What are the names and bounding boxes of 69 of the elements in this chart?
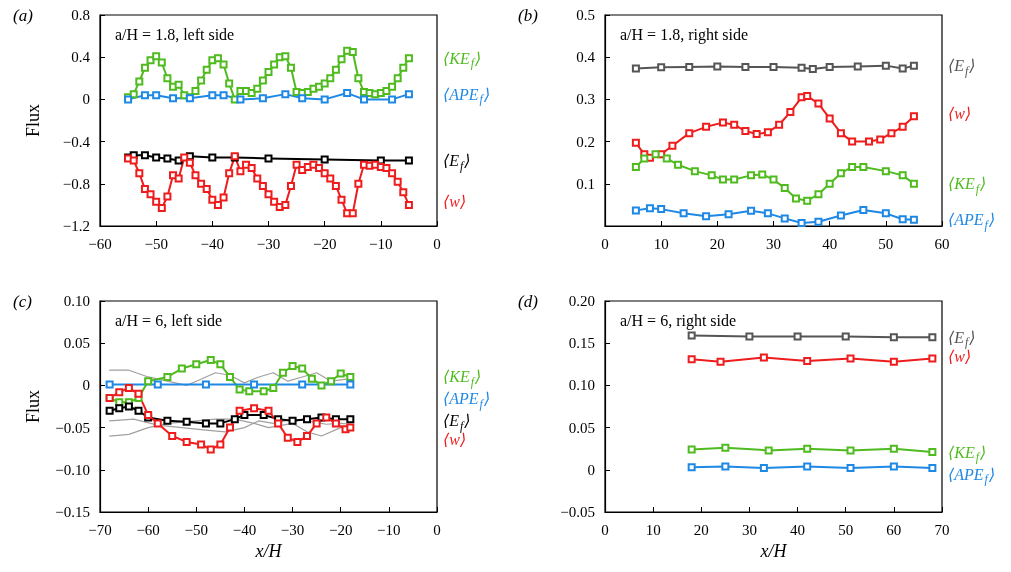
x-axis-title: x/H xyxy=(759,541,788,561)
x-tick-label: 30 xyxy=(741,521,757,538)
y-tick-label: −0.8 xyxy=(62,175,90,192)
x-tick-label: 0 xyxy=(601,235,609,252)
x-tick-label: 20 xyxy=(693,521,709,538)
text: a/H = 1.8, right side xyxy=(620,25,749,44)
x-tick-label: −70 xyxy=(88,521,112,538)
y-tick-label: 0 xyxy=(82,377,90,394)
text: ⟨w⟩ xyxy=(443,431,467,449)
y-tick-label: 0.1 xyxy=(576,175,595,192)
y-tick-label: 0.4 xyxy=(71,49,91,66)
x-tick-label: −10 xyxy=(377,521,401,538)
text: a/H = 6, left side xyxy=(115,311,223,329)
y-tick-label: −1.2 xyxy=(62,218,90,234)
y-tick-label: 0.4 xyxy=(576,49,596,66)
chart-title: (d) xyxy=(518,292,539,311)
y-tick-label: 0.3 xyxy=(576,91,595,108)
y-tick-label: −0.15 xyxy=(55,504,90,520)
x-tick-label: −40 xyxy=(200,235,225,252)
x-tick-label: −30 xyxy=(280,521,305,538)
y-tick-label: 0.20 xyxy=(568,293,595,309)
x-tick-label: 40 xyxy=(790,521,806,538)
y-tick-label: 0 xyxy=(82,91,90,108)
x-tick-label: 10 xyxy=(653,235,669,252)
y-tick-label: 0.15 xyxy=(568,335,595,352)
series-label: ⟨w⟩ xyxy=(948,347,972,365)
text: a/H = 6, right side xyxy=(620,311,737,330)
y-tick-label: 0.10 xyxy=(63,293,90,309)
y-axis-title: Flux xyxy=(23,389,43,424)
text: a/H = 1.8, left side xyxy=(115,25,235,43)
y-tick-label: 0.05 xyxy=(568,419,595,436)
x-tick-label: 60 xyxy=(886,521,902,538)
series-label: ⟨w⟩ xyxy=(443,193,467,211)
y-tick-label: 0.5 xyxy=(576,7,595,23)
x-tick-label: 40 xyxy=(822,235,838,252)
x-tick-label: −20 xyxy=(312,235,337,252)
y-axis-title: Flux xyxy=(23,103,43,138)
y-tick-label: 0 xyxy=(587,461,595,478)
x-tick-label: 0 xyxy=(433,521,441,538)
x-tick-label: 10 xyxy=(645,521,661,538)
series-label: ⟨w⟩ xyxy=(948,104,972,122)
x-tick-label: 50 xyxy=(878,235,894,252)
y-tick-label: 0.2 xyxy=(576,133,595,150)
y-tick-label: 0.10 xyxy=(568,377,595,394)
x-tick-label: −50 xyxy=(184,521,209,538)
x-tick-label: −20 xyxy=(328,521,353,538)
x-tick-label: 30 xyxy=(766,235,781,252)
x-tick-label: −60 xyxy=(88,235,112,252)
y-tick-label: 0.8 xyxy=(71,7,90,23)
chart-title: (a) xyxy=(13,6,34,25)
chart-title: (c) xyxy=(13,292,33,311)
x-tick-label: −50 xyxy=(144,235,168,252)
x-tick-label: −40 xyxy=(232,521,257,538)
y-tick-label: −0.05 xyxy=(55,419,90,436)
x-tick-label: 0 xyxy=(433,235,441,252)
x-tick-label: 60 xyxy=(934,235,950,252)
y-tick-label: 0.05 xyxy=(63,335,90,352)
x-axis-title: x/H xyxy=(254,541,283,561)
y-tick-label: −0.10 xyxy=(55,461,90,478)
y-tick-label: −0.4 xyxy=(62,133,91,150)
y-tick-label: −0.05 xyxy=(560,504,595,520)
x-tick-label: −30 xyxy=(256,235,281,252)
x-tick-label: 50 xyxy=(838,521,854,538)
x-tick-label: 20 xyxy=(709,235,725,252)
x-tick-label: 70 xyxy=(934,521,950,538)
chart-title: (b) xyxy=(518,6,539,25)
x-tick-label: −60 xyxy=(136,521,160,538)
x-tick-label: 0 xyxy=(601,521,609,538)
x-tick-label: −10 xyxy=(369,235,393,252)
